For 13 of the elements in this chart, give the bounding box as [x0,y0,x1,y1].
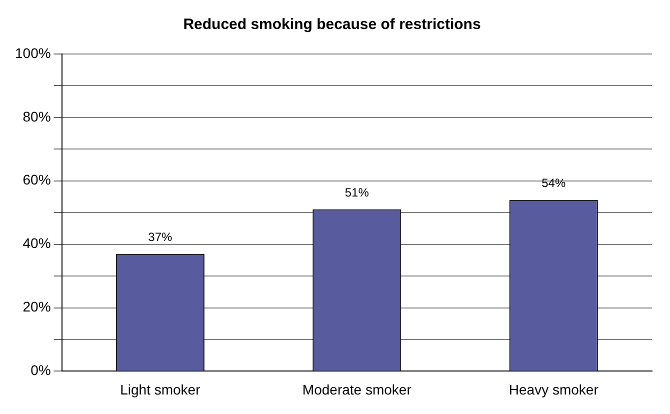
data-label: 51% [344,186,370,200]
data-label: 37% [148,230,173,244]
x-tick-label: Light smoker [120,381,201,398]
data-label: 54% [542,176,566,190]
y-tick-label: 0% [30,362,51,378]
y-tick-label: 60% [22,172,51,188]
y-tick-label: 40% [22,235,51,252]
x-tick-label: Moderate smoker [302,381,412,398]
x-tick-label: Heavy smoker [508,381,599,398]
y-tick-label: 80% [22,108,51,124]
chart-title: Reduced smoking because of restrictions [183,16,481,34]
y-tick-label: 20% [22,298,51,315]
y-tick-label: 100% [14,44,51,61]
